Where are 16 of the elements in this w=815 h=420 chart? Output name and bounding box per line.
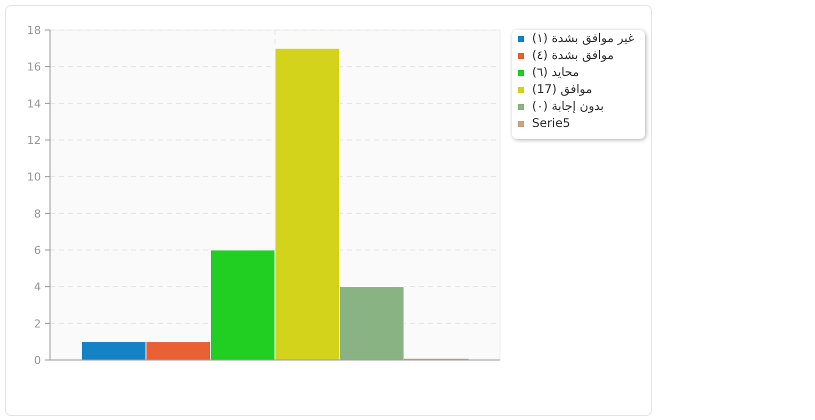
legend-label: بدون إجابة (٠) (532, 99, 604, 113)
legend-label: موافق بشدة (٤) (532, 48, 614, 62)
y-tick-label: 18 (27, 24, 41, 37)
y-tick-label: 16 (27, 60, 41, 74)
y-tick-label: 12 (27, 134, 41, 147)
y-tick-label: 6 (34, 244, 41, 257)
legend-label: محايد (٦) (532, 65, 580, 79)
y-tick-label: 8 (34, 207, 41, 220)
legend-label: موافق (17) (532, 82, 592, 96)
y-tick-label: 4 (34, 280, 41, 294)
y-tick-label: 10 (27, 170, 41, 184)
y-tick-label: 2 (34, 317, 41, 330)
legend-label: Serie5 (532, 116, 570, 130)
legend-label: غير موافق بشدة (١) (532, 31, 634, 45)
y-tick-label: 0 (34, 354, 41, 367)
y-tick-label: 14 (27, 97, 41, 110)
